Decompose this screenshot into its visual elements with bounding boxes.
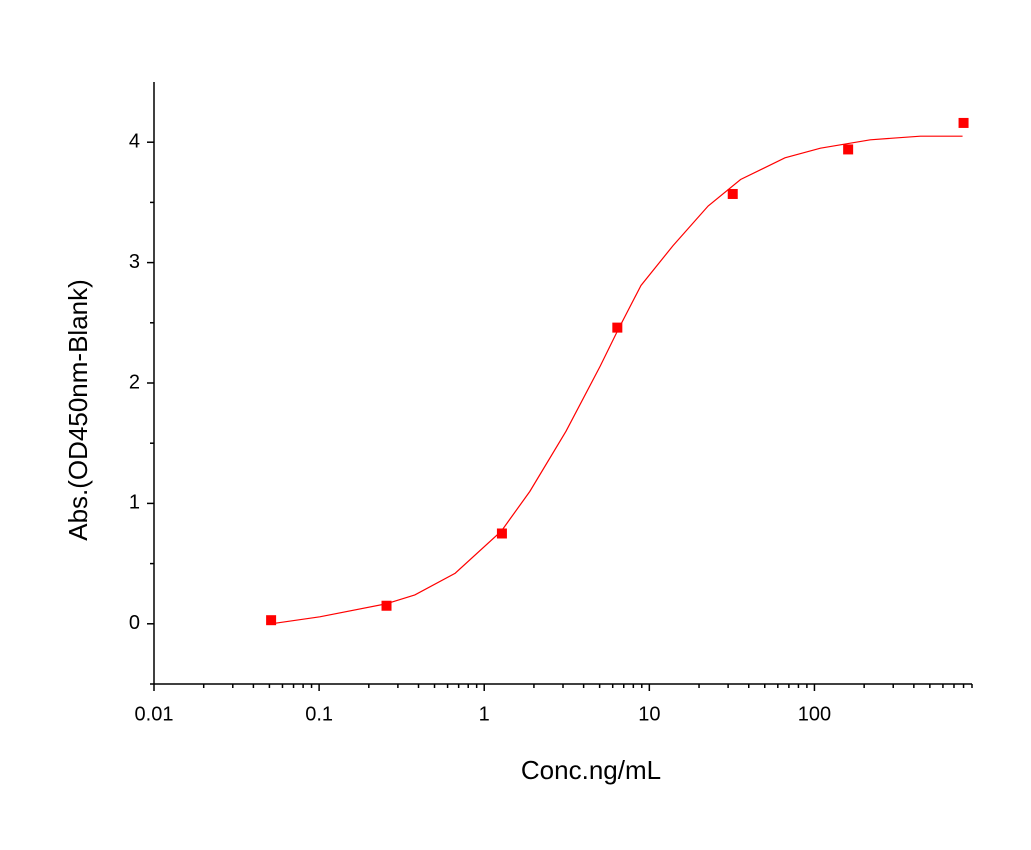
- x-tick-label: 0.01: [135, 703, 174, 725]
- x-tick-label: 100: [798, 703, 831, 725]
- x-axis-label: Conc.ng/mL: [521, 755, 661, 785]
- y-axis-label: Abs.(OD450nm-Blank): [63, 279, 93, 541]
- data-point: [266, 615, 277, 626]
- y-tick-label: 1: [129, 492, 140, 514]
- y-tick-label: 2: [129, 371, 140, 393]
- data-point: [958, 117, 969, 128]
- y-tick-label: 3: [129, 251, 140, 273]
- data-point: [496, 528, 507, 539]
- y-tick-label: 0: [129, 612, 140, 634]
- data-point: [843, 144, 854, 155]
- y-tick-label: 4: [129, 130, 140, 152]
- x-tick-label: 10: [638, 703, 660, 725]
- data-point: [727, 188, 738, 199]
- x-tick-label: 1: [479, 703, 490, 725]
- x-tick-label: 0.1: [305, 703, 333, 725]
- data-point: [381, 600, 392, 611]
- data-point: [612, 322, 623, 333]
- fit-curve: [271, 135, 963, 625]
